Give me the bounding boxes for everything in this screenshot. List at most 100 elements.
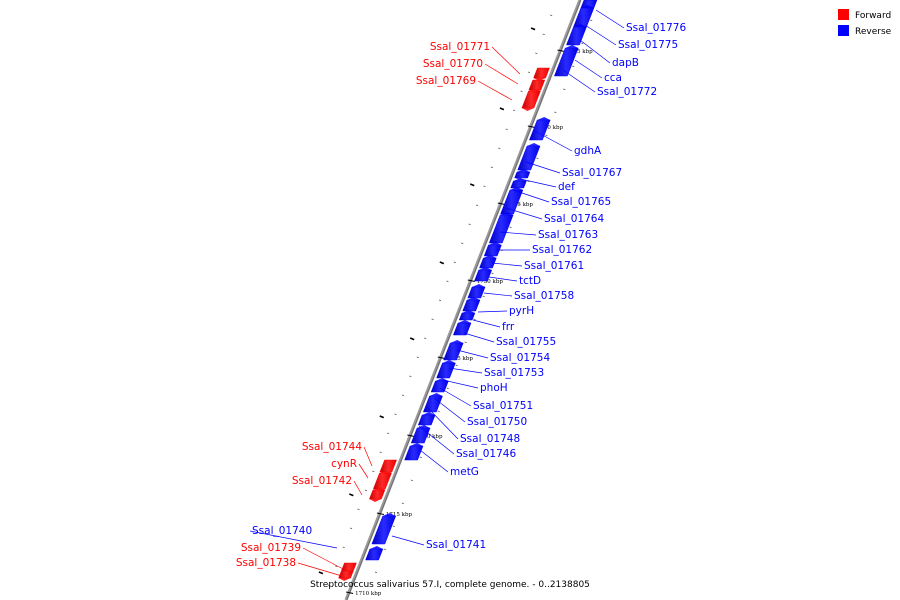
forward-gene-arrowhead <box>533 78 546 81</box>
gene-label[interactable]: Ssal_01755 <box>496 336 556 348</box>
label-leader-line <box>477 80 513 101</box>
track-dot <box>545 134 548 136</box>
reverse-gene-arrowhead <box>509 187 523 190</box>
gene-label[interactable]: Ssal_01770 <box>423 58 483 70</box>
track-dot <box>342 546 345 548</box>
reverse-gene-arrowhead <box>410 443 424 446</box>
gene-label[interactable]: Ssal_01740 <box>252 525 312 537</box>
track-dot <box>475 204 479 206</box>
reverse-gene[interactable] <box>404 445 424 461</box>
gene-label[interactable]: Ssal_01738 <box>236 557 296 569</box>
reverse-gene[interactable] <box>458 312 476 321</box>
scale-tick-label: 1745 kbp <box>567 49 594 55</box>
gene-label[interactable]: Ssal_01771 <box>430 41 490 53</box>
label-leader-line <box>579 39 611 64</box>
reverse-gene-arrowhead <box>500 212 514 215</box>
track-mark <box>349 493 354 497</box>
gene-label[interactable]: Ssal_01764 <box>544 213 604 225</box>
reverse-gene[interactable] <box>410 427 431 444</box>
track-dot <box>536 157 539 159</box>
gene-label[interactable]: Ssal_01753 <box>484 367 544 379</box>
gene-label[interactable]: Ssal_01775 <box>618 39 678 51</box>
gene-label[interactable]: Ssal_01769 <box>416 75 476 87</box>
label-leader-line <box>419 449 449 473</box>
reverse-gene[interactable] <box>365 548 384 561</box>
track-mark <box>318 571 324 575</box>
legend-forward-label: Forward <box>855 11 891 21</box>
gene-label[interactable]: Ssal_01762 <box>532 244 592 256</box>
gene-label[interactable]: Ssal_01750 <box>467 416 527 428</box>
gene-label[interactable]: Ssal_01746 <box>456 448 516 460</box>
gene-label[interactable]: pyrH <box>509 305 534 317</box>
gene-label[interactable]: Ssal_01754 <box>490 352 550 364</box>
track-dot <box>446 387 449 389</box>
forward-gene[interactable] <box>533 67 550 79</box>
forward-gene[interactable] <box>379 459 397 473</box>
forward-gene[interactable] <box>528 79 546 91</box>
reverse-gene-arrowhead <box>478 267 492 270</box>
gene-label[interactable]: tctD <box>519 275 541 287</box>
track-dot <box>374 571 378 573</box>
gene-label[interactable]: metG <box>450 466 479 478</box>
reverse-gene-arrowhead <box>483 255 497 258</box>
forward-gene[interactable] <box>338 570 354 579</box>
gene-label[interactable]: Ssal_01741 <box>426 539 486 551</box>
reverse-gene-arrowhead <box>461 310 475 313</box>
gene-label[interactable]: Ssal_01748 <box>460 433 520 445</box>
track-dot <box>581 42 584 44</box>
gene-label[interactable]: dapB <box>612 57 639 69</box>
track-dot <box>327 584 330 586</box>
forward-gene-arrowhead <box>338 578 351 581</box>
gene-label[interactable]: Ssal_01744 <box>302 441 362 453</box>
gene-label[interactable]: phoH <box>480 382 508 394</box>
label-leader-line <box>477 310 508 313</box>
forward-gene[interactable] <box>369 489 386 500</box>
reverse-gene[interactable] <box>436 362 456 379</box>
track-dot <box>590 19 593 21</box>
scale-tick-label: 1725 kbp <box>447 356 474 362</box>
reverse-gene[interactable] <box>452 322 472 336</box>
reverse-gene-arrowhead <box>429 393 443 396</box>
reverse-gene[interactable] <box>462 299 481 312</box>
reverse-gene[interactable] <box>430 380 449 393</box>
label-leader-line <box>499 231 537 236</box>
gene-label[interactable]: frr <box>502 321 515 333</box>
gene-label[interactable]: Ssal_01767 <box>562 167 622 179</box>
track-dot <box>383 548 387 550</box>
track-dot <box>527 71 531 73</box>
forward-gene[interactable] <box>340 562 357 572</box>
gene-label[interactable]: Ssal_01761 <box>524 260 584 272</box>
track-dot <box>446 280 449 282</box>
track-mark <box>469 183 475 187</box>
gene-label[interactable]: def <box>558 181 575 193</box>
gene-label[interactable]: Ssal_01742 <box>292 475 352 487</box>
track-mark <box>530 27 536 31</box>
gene-label[interactable]: Ssal_01758 <box>514 290 574 302</box>
reverse-gene-arrowhead <box>442 360 456 363</box>
gene-label[interactable]: Ssal_01763 <box>538 229 598 241</box>
track-dot <box>554 111 557 113</box>
reverse-gene[interactable] <box>483 244 502 257</box>
reverse-gene[interactable] <box>510 180 527 189</box>
scale-tick-label: 1710 kbp <box>355 591 382 597</box>
scale-tick-label: 1715 kbp <box>386 512 413 518</box>
reverse-gene[interactable] <box>514 171 531 179</box>
track-dot <box>527 180 530 182</box>
genome-caption: Streptococcus salivarius 57.I, complete … <box>310 580 590 590</box>
gene-label[interactable]: Ssal_01765 <box>551 196 611 208</box>
gene-label[interactable]: cynR <box>331 458 357 470</box>
gene-label[interactable]: gdhA <box>574 145 602 157</box>
gene-label[interactable]: Ssal_01776 <box>626 22 686 34</box>
track-dot <box>392 525 395 527</box>
scale-tick <box>407 434 415 437</box>
gene-label[interactable]: Ssal_01751 <box>473 400 533 412</box>
reverse-gene-arrowhead <box>516 169 530 172</box>
reverse-gene-arrowhead <box>369 546 383 549</box>
reverse-gene-arrowhead <box>565 45 579 48</box>
gene-label[interactable]: Ssal_01772 <box>597 86 657 98</box>
reverse-gene[interactable] <box>417 414 436 426</box>
label-leader-line <box>584 24 617 46</box>
gene-label[interactable]: cca <box>604 72 622 84</box>
gene-label[interactable]: Ssal_01739 <box>241 542 301 554</box>
